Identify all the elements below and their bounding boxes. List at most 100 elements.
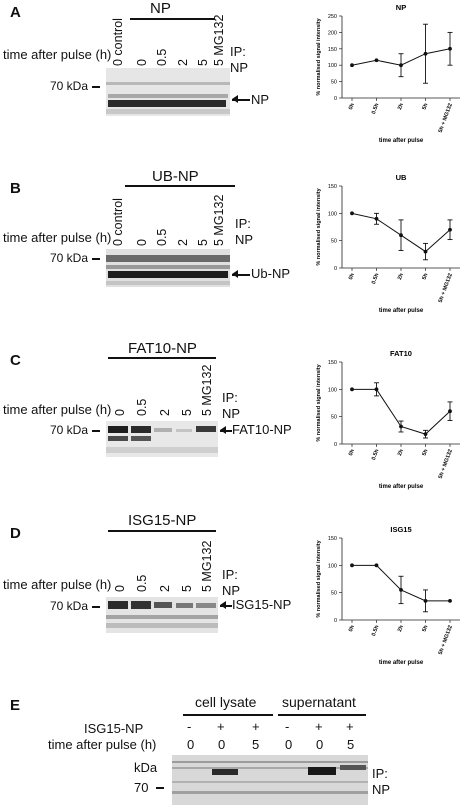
row-value: 0	[187, 737, 195, 752]
y-tick-label: 150	[328, 184, 337, 190]
lane-label: 2	[158, 585, 172, 592]
panel-letter: B	[10, 180, 21, 197]
western-blot	[106, 68, 230, 116]
band-label: FAT10-NP	[232, 422, 292, 437]
y-tick-label: 200	[328, 30, 337, 36]
data-point	[448, 227, 452, 232]
y-tick-label: 100	[328, 63, 337, 69]
western-blot	[106, 249, 230, 287]
chart-title: FAT10	[390, 349, 412, 358]
data-point	[350, 211, 354, 216]
arrow-icon	[220, 430, 232, 432]
y-tick-label: 0	[334, 266, 337, 272]
y-tick-label: 0	[334, 618, 337, 624]
row-value: -	[187, 719, 192, 734]
ip-target: NP	[222, 583, 241, 598]
x-axis-label: time after pulse	[379, 484, 424, 490]
data-point	[399, 233, 403, 238]
row-value: +	[346, 719, 354, 734]
chart-ub: UB 0 50 100 150 % normalised signal intensity…	[316, 173, 460, 314]
x-tick-label: 0h	[348, 272, 356, 281]
row-value: 0	[285, 737, 293, 752]
construct-bar	[125, 185, 235, 187]
row-value: 5	[347, 737, 355, 752]
x-tick-label: 0.5h	[371, 272, 381, 285]
x-tick-label: 5h + MG132	[438, 273, 454, 304]
data-point	[423, 249, 428, 254]
x-tick-label: 0.5h	[371, 624, 381, 637]
chart-isg15: ISG15 0 50 100 150 % normalised signal intens…	[316, 525, 460, 666]
group-bar	[278, 714, 366, 716]
x-axis-label: time after pulse	[379, 308, 424, 314]
x-tick-label: 5h	[422, 448, 430, 457]
y-axis-label: % normalised signal intensity	[316, 17, 322, 95]
mw-marker: 70 kDa	[50, 423, 89, 437]
ip-target: NP	[230, 60, 249, 75]
y-axis-label: % normalised signal intensity	[316, 363, 322, 441]
arrow-head-icon	[232, 95, 238, 103]
group-label-supernatant: supernatant	[282, 694, 356, 710]
row-value: +	[315, 719, 323, 734]
ip-target: NP	[235, 232, 254, 247]
x-tick-label: 5h + MG132	[438, 625, 454, 656]
y-axis-label: % normalised signal intensity	[316, 187, 322, 265]
lane-label: 5 MG132	[200, 364, 214, 416]
time-label: time after pulse (h)	[3, 577, 112, 592]
ip-label: IP:	[222, 390, 238, 405]
data-point	[423, 51, 428, 56]
marker-tick	[92, 606, 100, 608]
arrow-head-icon	[220, 426, 226, 434]
y-tick-label: 50	[331, 415, 337, 421]
ip-target: NP	[372, 782, 391, 797]
lane-label: 0	[113, 409, 127, 416]
y-tick-label: 0	[334, 442, 337, 448]
chart-fat10: FAT10 0 50 100 150 % normalised signal intens…	[316, 349, 460, 490]
arrow-icon	[232, 274, 250, 276]
chart-title: UB	[396, 173, 407, 182]
y-tick-label: 150	[328, 47, 337, 53]
band-label: NP	[251, 92, 270, 107]
lane-label: 5	[196, 239, 210, 246]
construct-label: UB-NP	[152, 168, 199, 185]
y-tick-label: 100	[328, 387, 337, 393]
data-point	[374, 216, 379, 221]
row-value: +	[252, 719, 260, 734]
mw-marker: 70 kDa	[50, 251, 89, 265]
y-tick-label: 250	[328, 14, 337, 20]
x-tick-label: 2h	[397, 624, 405, 633]
data-point	[399, 424, 403, 429]
data-point	[423, 432, 428, 437]
construct-label: NP	[150, 0, 171, 17]
data-point	[350, 63, 354, 68]
row-value: 0	[218, 737, 226, 752]
lane-label: 0	[135, 59, 149, 66]
ip-label: IP:	[222, 567, 238, 582]
ip-label: IP:	[235, 216, 251, 231]
lane-label: 0	[135, 239, 149, 246]
panel-letter: A	[10, 4, 21, 21]
chart-title: NP	[396, 3, 406, 12]
time-label: time after pulse (h)	[3, 230, 112, 245]
mw-marker: 70	[134, 780, 149, 795]
x-tick-label: 0.5h	[371, 448, 381, 461]
x-tick-label: 0h	[348, 448, 356, 457]
y-tick-label: 150	[328, 360, 337, 366]
lane-label: 5 MG132	[200, 540, 214, 592]
lane-label: 0.5	[135, 574, 149, 592]
x-axis-label: time after pulse	[379, 138, 424, 144]
lane-label: 2	[176, 239, 190, 246]
data-point	[350, 563, 354, 568]
western-blot	[106, 421, 218, 457]
row-label-time: time after pulse (h)	[48, 737, 157, 752]
y-tick-label: 50	[331, 591, 337, 597]
panel-letter: C	[10, 352, 21, 369]
data-point	[374, 387, 379, 392]
x-tick-label: 2h	[397, 448, 405, 457]
row-value: +	[217, 719, 225, 734]
ip-label: IP:	[230, 44, 246, 59]
panel-letter: D	[10, 525, 21, 542]
lane-label: 5 MG132	[212, 194, 226, 246]
x-tick-label: 0h	[348, 102, 356, 111]
y-tick-label: 100	[328, 563, 337, 569]
western-blot	[106, 597, 218, 633]
